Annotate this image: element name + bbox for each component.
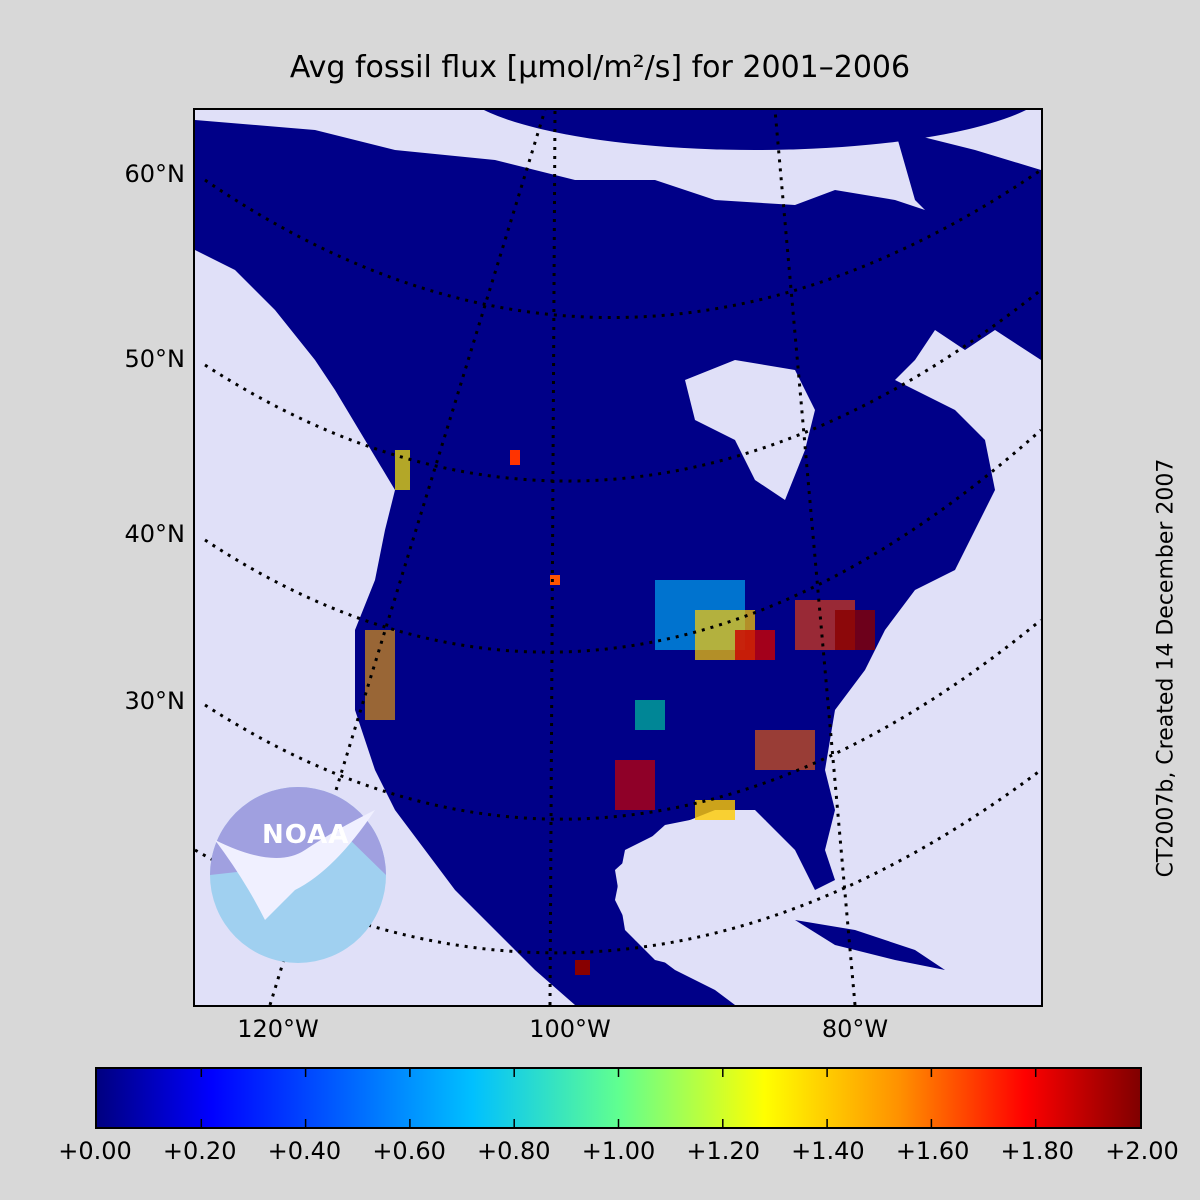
colorbar-tick-label: +1.00 bbox=[581, 1137, 656, 1165]
colorbar-tick-label: +0.40 bbox=[267, 1137, 342, 1165]
colorbar-tick-label: +0.00 bbox=[58, 1137, 132, 1165]
noaa-logo bbox=[210, 787, 386, 963]
colorbar-tick-label: +1.20 bbox=[686, 1137, 760, 1165]
arctic-cap bbox=[484, 110, 1026, 150]
lat-label-60: 60°N bbox=[124, 160, 186, 188]
colorbar-tick-label: +2.00 bbox=[1105, 1137, 1179, 1165]
map-svg bbox=[195, 110, 1041, 1005]
colorbar-tick-label: +0.20 bbox=[162, 1137, 237, 1165]
colorbar-svg bbox=[97, 1069, 1140, 1127]
map-title: Avg fossil flux [µmol/m²/s] for 2001–200… bbox=[289, 50, 911, 85]
colorbar-tick-label: +0.80 bbox=[477, 1137, 551, 1165]
colorbar-tick-label: +0.60 bbox=[372, 1137, 446, 1165]
lat-label-40: 40°N bbox=[124, 520, 186, 548]
noaa-logo-text: NOAA bbox=[262, 820, 350, 850]
gulf-of-mexico bbox=[615, 815, 795, 970]
hudson-bay bbox=[685, 360, 815, 500]
north-america-land bbox=[195, 120, 1041, 1005]
cuba bbox=[795, 920, 945, 970]
high-flux-cells bbox=[365, 450, 875, 975]
lon-label-80w: 80°W bbox=[821, 1015, 889, 1043]
lon-label-100w: 100°W bbox=[529, 1015, 611, 1043]
lat-label-50: 50°N bbox=[124, 345, 186, 373]
greenland bbox=[895, 130, 1041, 310]
lat-label-30: 30°N bbox=[124, 687, 186, 715]
colorbar-tick-label: +1.60 bbox=[895, 1137, 970, 1165]
colorbar-tick-label: +1.80 bbox=[1000, 1137, 1075, 1165]
flux-map: NOAA bbox=[193, 108, 1043, 1007]
lon-label-120w: 120°W bbox=[237, 1015, 319, 1043]
colorbar-tick-label: +1.40 bbox=[791, 1137, 865, 1165]
colorbar bbox=[95, 1067, 1142, 1129]
credit-text: CT2007b, Created 14 December 2007 bbox=[1153, 458, 1179, 878]
